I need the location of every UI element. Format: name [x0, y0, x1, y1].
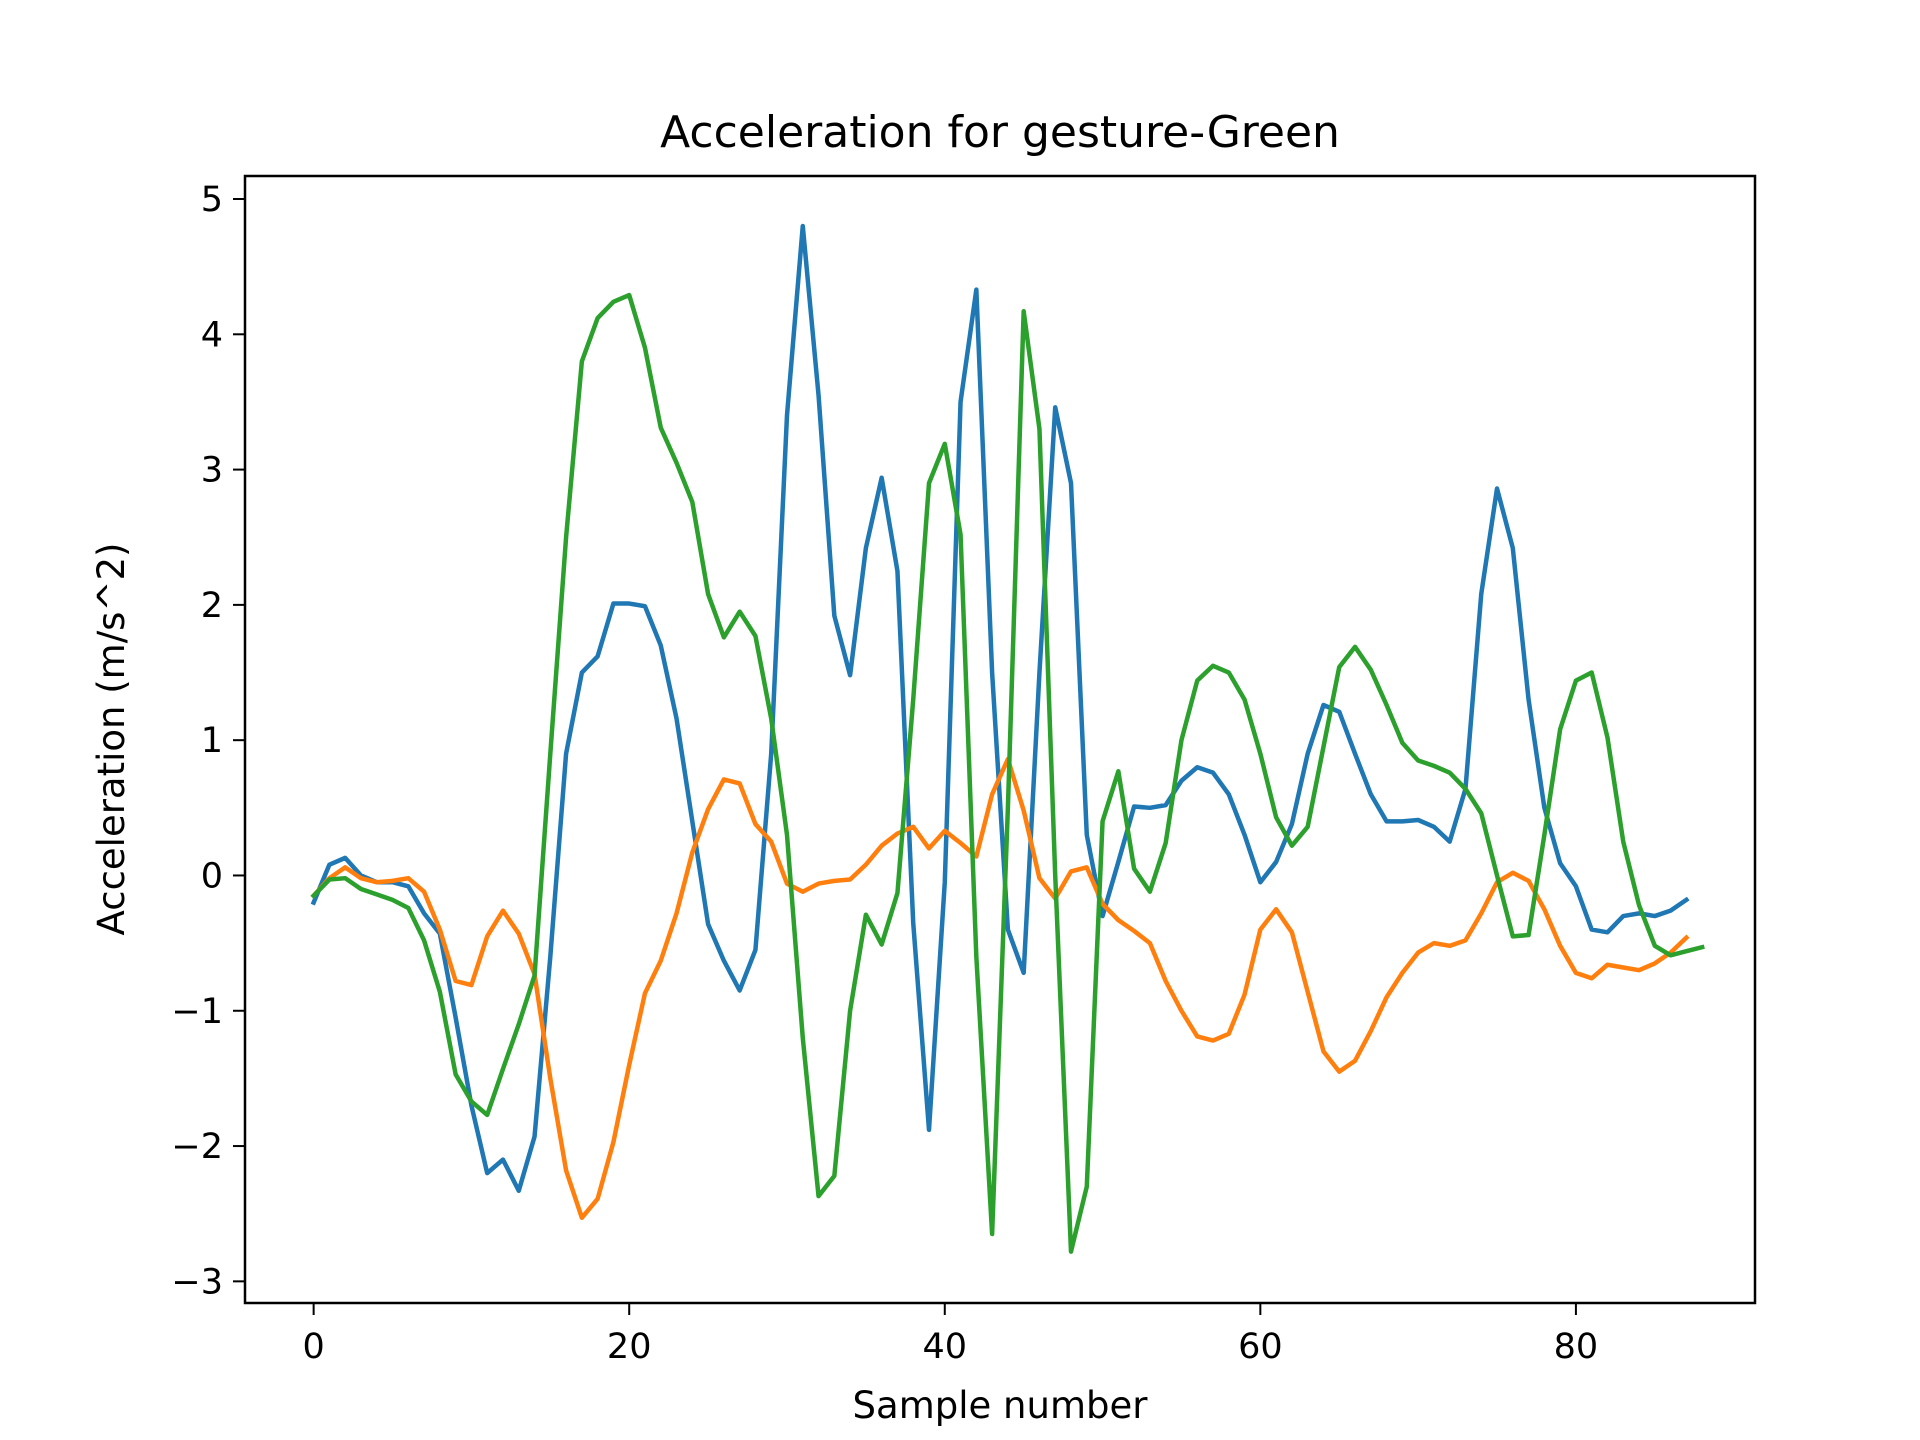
y-tick-label: 3 [201, 451, 223, 491]
x-tick-label: 40 [923, 1327, 968, 1367]
y-tick-label: 5 [201, 180, 223, 220]
x-tick-label: 80 [1554, 1327, 1599, 1367]
y-tick-label: −1 [171, 992, 223, 1032]
y-axis-label: Acceleration (m/s^2) [90, 543, 133, 936]
x-tick-label: 0 [302, 1327, 324, 1367]
y-tick-label: 4 [201, 315, 223, 355]
chart-title: Acceleration for gesture-Green [660, 107, 1340, 158]
series-layer [310, 223, 1705, 1254]
x-tick-label: 20 [607, 1327, 652, 1367]
x-axis: 0 20 40 60 80 [302, 1303, 1598, 1367]
y-tick-label: 2 [201, 586, 223, 626]
y-tick-label: −3 [171, 1262, 223, 1302]
y-tick-label: 0 [201, 856, 223, 896]
y-tick-label: −2 [171, 1127, 223, 1167]
y-axis: −3 −2 −1 0 1 2 3 4 5 [171, 180, 245, 1302]
series-line-2 [310, 756, 1690, 1221]
y-tick-label: 1 [201, 721, 223, 761]
series-line-1 [310, 223, 1690, 1193]
x-axis-label: Sample number [853, 1384, 1149, 1427]
series-line-3 [310, 292, 1705, 1254]
x-tick-label: 60 [1238, 1327, 1283, 1367]
